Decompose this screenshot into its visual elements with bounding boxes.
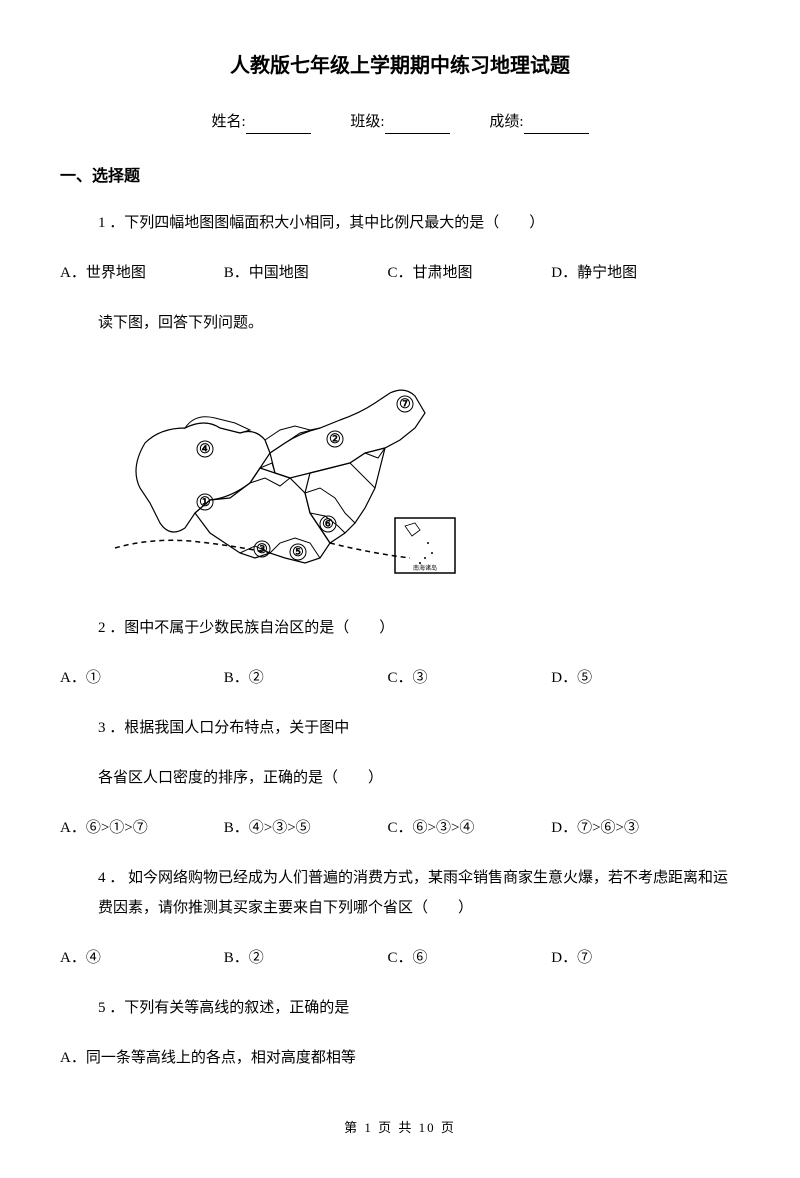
score-underline[interactable] — [524, 118, 589, 134]
question-1: 1 ．下列四幅地图图幅面积大小相同，其中比例尺最大的是（ ） — [60, 208, 740, 238]
exam-title: 人教版七年级上学期期中练习地理试题 — [60, 50, 740, 82]
q3-option-b: B．④>③>⑤ — [224, 813, 384, 843]
q5-option-a: A．同一条等高线上的各点，相对高度都相等 — [60, 1043, 740, 1073]
q4-option-c: C．⑥ — [388, 943, 548, 973]
question-3a: 3 ．根据我国人口分布特点，关于图中 — [60, 713, 740, 743]
svg-text:③: ③ — [256, 541, 268, 556]
read-map-instruction: 读下图，回答下列问题。 — [60, 308, 740, 338]
svg-text:南海诸岛: 南海诸岛 — [413, 564, 437, 572]
q1-option-d: D．静宁地图 — [551, 258, 711, 288]
svg-text:⑦: ⑦ — [399, 396, 411, 411]
svg-text:⑥: ⑥ — [322, 516, 334, 531]
svg-text:⑤: ⑤ — [292, 544, 304, 559]
china-map-svg: 南海诸岛 ① ② ③ ④ ⑤ ⑥ ⑦ — [110, 358, 470, 588]
q1-option-c: C．甘肃地图 — [388, 258, 548, 288]
q1-option-b: B．中国地图 — [224, 258, 384, 288]
question-4-options: A．④ B．② C．⑥ D．⑦ — [60, 943, 740, 973]
score-label: 成绩: — [489, 114, 523, 130]
q4-option-b: B．② — [224, 943, 384, 973]
question-3-options: A．⑥>①>⑦ B．④>③>⑤ C．⑥>③>④ D．⑦>⑥>③ — [60, 813, 740, 843]
q3-option-d: D．⑦>⑥>③ — [551, 813, 711, 843]
name-label: 姓名: — [211, 114, 245, 130]
svg-text:④: ④ — [199, 441, 211, 456]
question-4: 4 ． 如今网络购物已经成为人们普遍的消费方式，某雨伞销售商家生意火爆，若不考虑… — [60, 863, 740, 923]
question-2-options: A．① B．② C．③ D．⑤ — [60, 663, 740, 693]
q3-option-a: A．⑥>①>⑦ — [60, 813, 220, 843]
q4-option-d: D．⑦ — [551, 943, 711, 973]
class-underline[interactable] — [385, 118, 450, 134]
q3-option-c: C．⑥>③>④ — [388, 813, 548, 843]
class-label: 班级: — [350, 114, 384, 130]
q2-option-d: D．⑤ — [551, 663, 711, 693]
page-footer: 第 1 页 共 10 页 — [60, 1118, 740, 1139]
question-3b: 各省区人口密度的排序，正确的是（ ） — [60, 763, 740, 793]
name-field: 姓名: — [211, 110, 310, 134]
q2-option-b: B．② — [224, 663, 384, 693]
class-field: 班级: — [350, 110, 449, 134]
score-field: 成绩: — [489, 110, 588, 134]
china-map: 南海诸岛 ① ② ③ ④ ⑤ ⑥ ⑦ — [110, 358, 740, 588]
svg-text:①: ① — [199, 494, 211, 509]
question-1-options: A．世界地图 B．中国地图 C．甘肃地图 D．静宁地图 — [60, 258, 740, 288]
svg-text:②: ② — [329, 431, 341, 446]
section-heading: 一、选择题 — [60, 164, 740, 190]
name-underline[interactable] — [246, 118, 311, 134]
q2-option-c: C．③ — [388, 663, 548, 693]
q4-option-a: A．④ — [60, 943, 220, 973]
question-5: 5 ．下列有关等高线的叙述，正确的是 — [60, 993, 740, 1023]
q1-option-a: A．世界地图 — [60, 258, 220, 288]
info-line: 姓名: 班级: 成绩: — [60, 110, 740, 134]
q2-option-a: A．① — [60, 663, 220, 693]
question-2: 2 ．图中不属于少数民族自治区的是（ ） — [60, 613, 740, 643]
